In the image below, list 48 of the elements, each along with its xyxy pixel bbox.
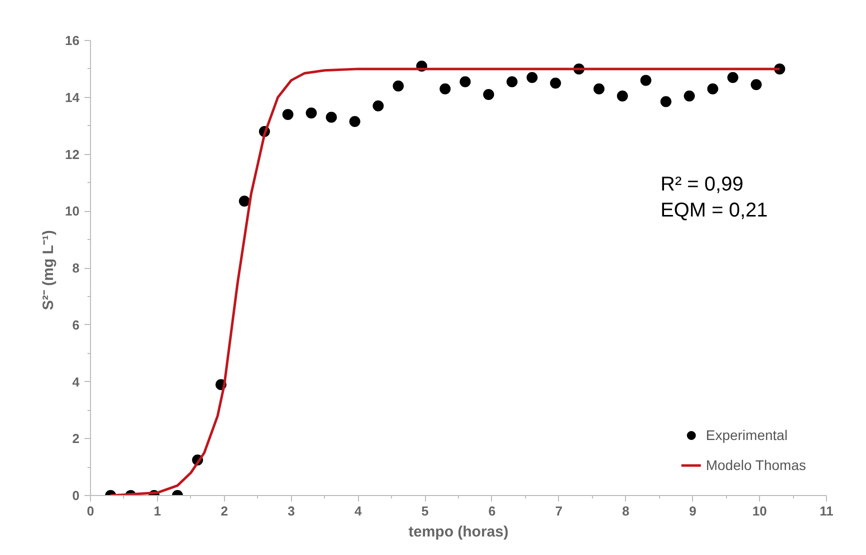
- y-tick-label: 4: [72, 374, 80, 390]
- x-tick-label: 7: [555, 504, 562, 518]
- y-tick-label: 14: [65, 90, 80, 105]
- point: [372, 100, 384, 112]
- x-tick-label: 10: [752, 504, 767, 518]
- y-tick-label: 6: [72, 317, 80, 332]
- point: [506, 76, 518, 88]
- point: [660, 96, 672, 108]
- x-tick-label: 9: [689, 504, 696, 518]
- point: [440, 83, 451, 94]
- legend-label: Experimental: [706, 427, 788, 443]
- legend-label: Modelo Thomas: [706, 457, 806, 473]
- point: [326, 112, 337, 123]
- point: [684, 90, 695, 102]
- x-tick-label: 8: [622, 504, 630, 518]
- point: [727, 72, 738, 83]
- annotation: R² = 0,99: [660, 174, 744, 196]
- point: [483, 89, 494, 100]
- annotation: EQM = 0,21: [660, 200, 768, 222]
- point: [526, 72, 538, 83]
- x-tick-label: 1: [154, 504, 162, 518]
- point: [616, 90, 628, 102]
- point: [306, 108, 317, 119]
- point: [349, 116, 360, 128]
- x-tick-label: 4: [354, 504, 363, 518]
- point: [282, 108, 294, 120]
- point: [594, 83, 605, 94]
- y-tick-label: 2: [72, 431, 80, 446]
- y-tick-label: 8: [72, 260, 80, 276]
- point: [392, 80, 404, 92]
- point: [750, 79, 762, 90]
- x-tick-label: 5: [421, 504, 429, 518]
- x-tick-label: 11: [820, 504, 834, 518]
- x-tick-label: 6: [488, 504, 496, 518]
- x-tick-label: 2: [220, 504, 228, 518]
- point: [707, 83, 718, 94]
- x-tick-label: 0: [86, 504, 94, 518]
- y-tick-label: 10: [65, 204, 80, 219]
- x-axis-title: tempo (horas): [408, 524, 509, 540]
- y-tick-label: 0: [72, 488, 80, 503]
- point: [460, 76, 471, 88]
- y-tick-label: 16: [65, 33, 80, 48]
- y-tick-label: 12: [65, 146, 80, 162]
- point: [550, 78, 562, 89]
- y-axis-title: S²⁻ (mg L⁻¹): [40, 230, 58, 310]
- x-tick-label: 3: [288, 504, 295, 518]
- point: [238, 196, 250, 207]
- point: [640, 74, 652, 86]
